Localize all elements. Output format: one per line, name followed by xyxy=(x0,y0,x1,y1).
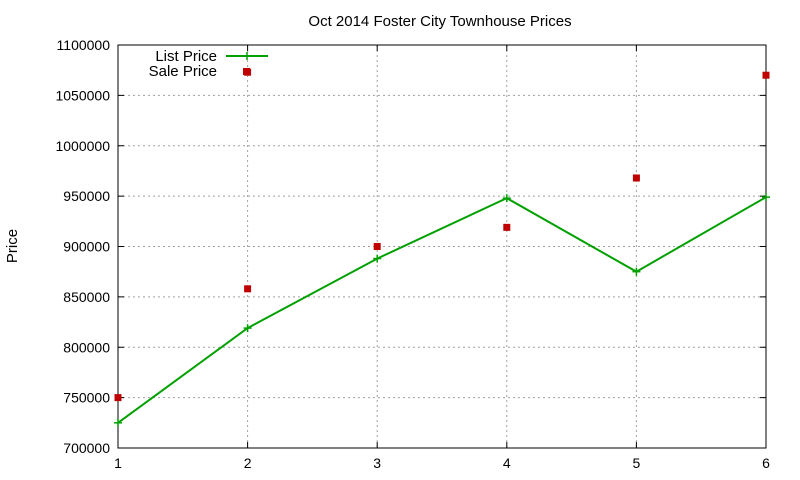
legend-label-list-price: List Price xyxy=(155,48,217,65)
x-tick-label: 2 xyxy=(244,455,252,471)
data-point-list-price xyxy=(114,418,122,427)
y-tick-label: 750000 xyxy=(63,390,110,406)
data-point-list-price xyxy=(243,324,252,333)
y-tick-label: 1000000 xyxy=(55,138,110,154)
x-tick-label: 4 xyxy=(503,455,511,471)
axis-ticks: 1 2 3 4 5 6 700000 750000 800000 850000 900000 9500… xyxy=(55,37,770,471)
data-point-sale-price xyxy=(373,243,381,250)
x-tick-label: 6 xyxy=(762,455,770,471)
chart-title: Oct 2014 Foster City Townhouse Prices xyxy=(308,13,571,30)
legend-label-sale-price: Sale Price xyxy=(149,63,217,80)
x-tick-label: 1 xyxy=(114,455,122,471)
series-line-list-price xyxy=(117,196,767,424)
legend: List Price Sale Price xyxy=(149,48,268,80)
legend-plus-marker xyxy=(243,52,251,60)
data-point-list-price xyxy=(762,193,770,202)
legend-marker-list-price xyxy=(243,52,251,60)
data-point-sale-price xyxy=(114,394,122,402)
data-point-sale-price xyxy=(503,223,511,231)
y-tick-label: 800000 xyxy=(63,339,110,355)
y-tick-label: 1050000 xyxy=(55,87,110,103)
data-point-sale-price xyxy=(632,174,640,182)
y-tick-label: 700000 xyxy=(63,440,110,456)
data-point-sale-price xyxy=(244,285,252,293)
y-tick-label: 950000 xyxy=(63,188,110,204)
legend-marker-sale-price xyxy=(243,68,250,75)
data-point-list-price xyxy=(373,254,382,263)
y-tick-label: 1100000 xyxy=(57,37,111,53)
x-tick-label: 5 xyxy=(633,455,641,471)
y-tick-label: 850000 xyxy=(63,289,110,305)
data-point-list-price xyxy=(632,267,641,276)
y-axis-label: Price xyxy=(4,229,21,263)
data-point-sale-price xyxy=(762,71,770,79)
series-layer xyxy=(114,68,770,427)
x-tick-label: 3 xyxy=(373,455,381,471)
grid-lines xyxy=(118,45,766,448)
data-point-list-price xyxy=(502,194,511,203)
y-tick-label: 900000 xyxy=(63,239,110,255)
